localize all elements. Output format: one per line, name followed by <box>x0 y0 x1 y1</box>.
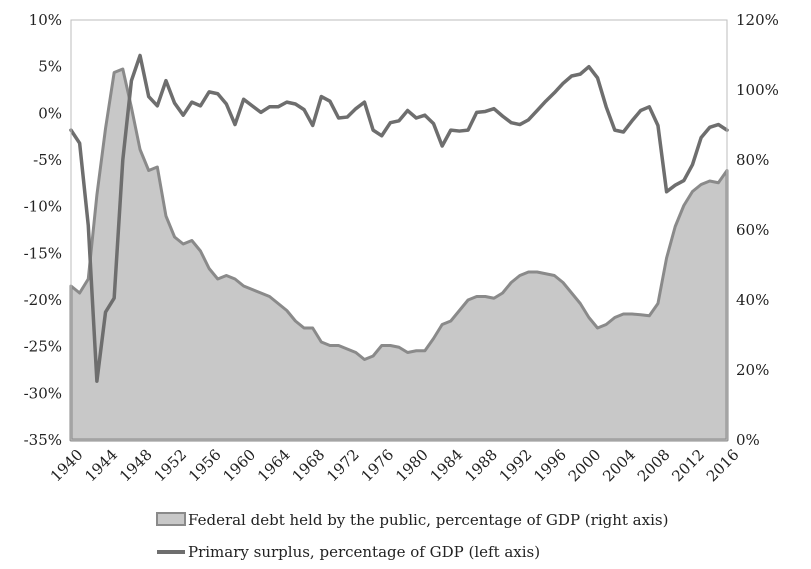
x-tick-label: 1980 <box>392 446 432 486</box>
legend-swatch-debt <box>156 512 186 526</box>
right-tick-label: 40% <box>736 291 769 309</box>
left-tick-label: -20% <box>24 291 62 309</box>
left-tick-label: -15% <box>24 244 62 262</box>
x-tick-label: 1996 <box>530 446 570 486</box>
x-tick-label: 1968 <box>289 446 329 486</box>
x-tick-label: 1952 <box>150 446 190 486</box>
x-tick-label: 2012 <box>668 446 708 486</box>
right-axis-ticks: 120% 100% 80% 60% 40% 20% 0% <box>736 11 779 449</box>
x-tick-label: 1992 <box>496 446 536 486</box>
left-axis-ticks: 10% 5% 0% -5% -10% -15% -20% -25% -30% -35% <box>24 11 62 449</box>
legend: Federal debt held by the public, percent… <box>156 511 668 561</box>
plot-border <box>70 19 728 441</box>
right-tick-label: 80% <box>736 151 769 169</box>
debt-area-layer <box>69 67 729 442</box>
x-tick-label: 2004 <box>599 446 639 486</box>
x-tick-label: 1976 <box>358 446 398 486</box>
x-tick-label: 1964 <box>254 446 294 486</box>
left-tick-label: 10% <box>29 11 62 29</box>
right-tick-label: 100% <box>736 81 779 99</box>
x-tick-label: 1960 <box>220 446 260 486</box>
surplus-line <box>69 53 729 383</box>
x-tick-label: 1988 <box>461 446 501 486</box>
right-tick-label: 0% <box>736 431 760 449</box>
right-tick-label: 120% <box>736 11 779 29</box>
left-tick-label: 0% <box>38 104 62 122</box>
x-tick-label: 2016 <box>703 446 743 486</box>
x-tick-label: 1948 <box>116 446 156 486</box>
left-tick-label: -35% <box>24 431 62 449</box>
left-tick-label: 5% <box>38 58 62 76</box>
x-tick-label: 1972 <box>323 446 363 486</box>
left-tick-label: -5% <box>33 151 62 169</box>
surplus-line-layer <box>69 53 729 383</box>
legend-label-surplus: Primary surplus, percentage of GDP (left… <box>188 543 540 561</box>
legend-label-debt: Federal debt held by the public, percent… <box>188 511 668 529</box>
right-tick-label: 60% <box>736 221 769 239</box>
debt-area <box>69 67 729 442</box>
x-tick-label: 1984 <box>427 446 467 486</box>
x-tick-label: 2000 <box>565 446 605 486</box>
x-tick-label: 1940 <box>47 446 87 486</box>
left-tick-label: -25% <box>24 338 62 356</box>
x-tick-label: 2008 <box>634 446 674 486</box>
x-tick-label: 1956 <box>185 446 225 486</box>
x-tick-label: 1944 <box>81 446 121 486</box>
left-tick-label: -10% <box>24 198 62 216</box>
axis-frame <box>70 19 728 441</box>
right-tick-label: 20% <box>736 361 769 379</box>
x-axis-ticks: 1940194419481952195619601964196819721976… <box>47 446 743 486</box>
left-tick-label: -30% <box>24 384 62 402</box>
